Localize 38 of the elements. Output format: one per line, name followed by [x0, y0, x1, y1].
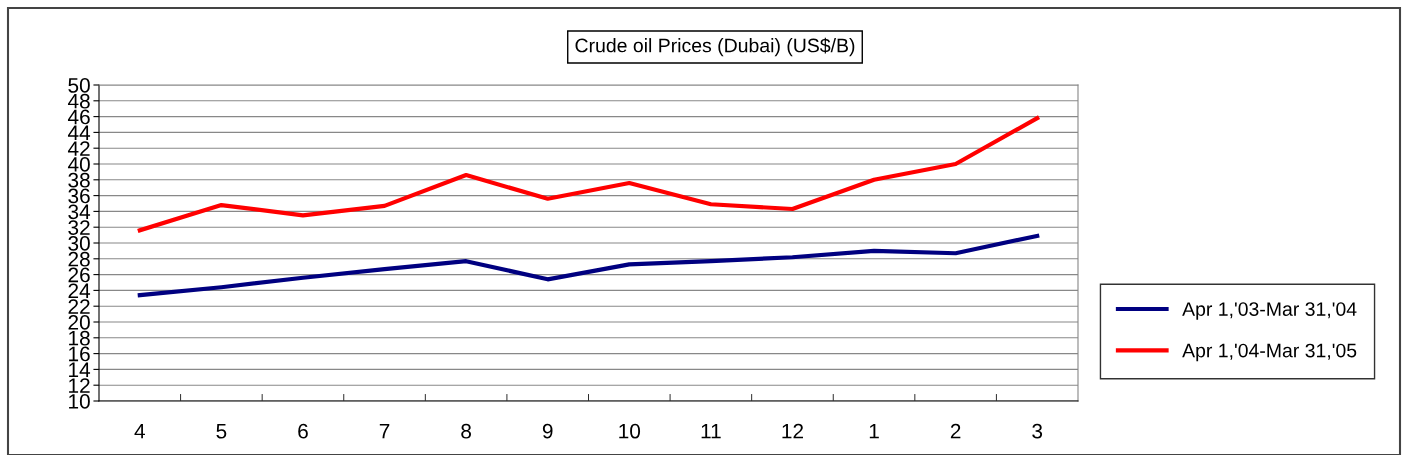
- chart-title: Crude oil Prices (Dubai) (US$/B): [575, 37, 855, 57]
- legend-label: Apr 1,'03-Mar 31,'04: [1182, 302, 1357, 320]
- legend-label: Apr 1,'04-Mar 31,'05: [1182, 343, 1357, 362]
- y-tick-label: 50: [68, 78, 90, 93]
- y-tick-label: 34: [68, 204, 91, 220]
- x-tick-label: 12: [782, 423, 803, 439]
- y-tick-label: 16: [69, 346, 90, 362]
- y-tick-label: 26: [68, 267, 90, 283]
- y-tick-label: 44: [67, 125, 91, 140]
- x-tick-label: 2: [950, 423, 961, 439]
- line-series: [137, 233, 1040, 298]
- y-tick-label: 38: [68, 172, 90, 188]
- line-series: [137, 116, 1040, 233]
- y-tick-label: 14: [69, 362, 91, 377]
- y-tick-label: 20: [68, 315, 90, 330]
- y-tick-label: 12: [69, 378, 90, 393]
- y-tick-label: 36: [68, 188, 90, 204]
- x-tick-label: 11: [701, 423, 721, 439]
- y-tick-label: 18: [69, 330, 90, 346]
- x-tick-label: 6: [298, 423, 308, 439]
- x-tick-label: 5: [216, 423, 227, 439]
- y-tick-label: 42: [67, 141, 90, 156]
- y-tick-label: 48: [67, 93, 90, 109]
- x-tick-label: 7: [379, 423, 390, 439]
- y-tick-label: 32: [68, 220, 90, 235]
- x-tick-label: 9: [542, 423, 553, 439]
- y-tick-label: 40: [67, 157, 90, 172]
- x-tick-label: 1: [869, 423, 879, 439]
- y-tick-label: 24: [68, 283, 91, 298]
- x-tick-label: 3: [1032, 423, 1043, 439]
- y-tick-label: 10: [69, 394, 90, 409]
- y-tick-label: 30: [68, 236, 90, 251]
- x-tick-label: 4: [134, 423, 145, 439]
- x-tick-label: 8: [461, 423, 472, 439]
- y-tick-label: 28: [68, 251, 90, 267]
- y-tick-label: 46: [67, 109, 90, 125]
- y-tick-label: 22: [68, 299, 90, 314]
- x-tick-label: 10: [619, 423, 641, 439]
